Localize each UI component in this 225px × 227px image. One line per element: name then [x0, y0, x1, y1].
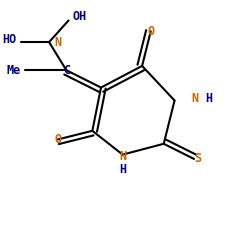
Text: H: H	[119, 163, 126, 176]
Text: H: H	[205, 92, 212, 105]
Text: N: N	[119, 150, 126, 163]
Text: N: N	[54, 36, 62, 49]
Text: N: N	[192, 92, 199, 105]
Text: HO: HO	[2, 33, 17, 47]
Text: OH: OH	[73, 10, 87, 23]
Text: O: O	[54, 133, 61, 146]
Text: Me: Me	[7, 64, 21, 77]
Text: S: S	[194, 153, 201, 165]
Text: C: C	[63, 64, 70, 77]
Text: O: O	[147, 25, 154, 38]
